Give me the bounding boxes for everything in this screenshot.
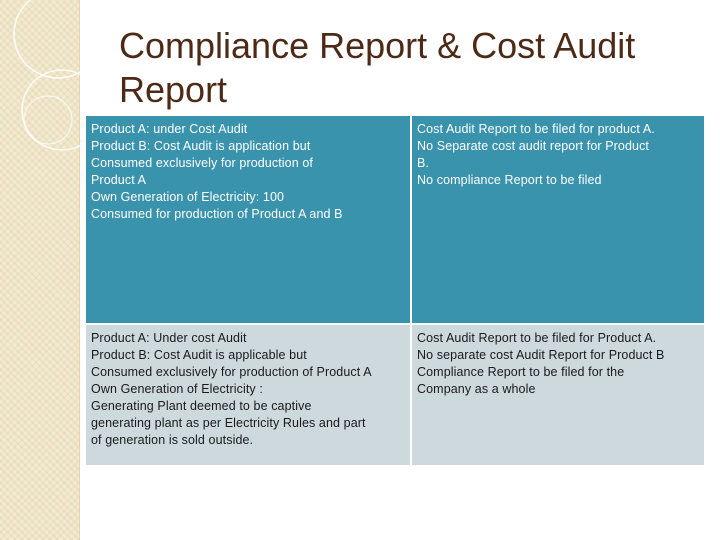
cell-line: No Separate cost audit report for Produc…: [417, 139, 649, 153]
cell-line: Cost Audit Report to be filed for Produc…: [417, 331, 657, 345]
cell-line: No compliance Report to be filed: [417, 173, 602, 187]
cell-line: Product B: Cost Audit is applicable but: [91, 348, 307, 362]
cell-line: Product A: [91, 173, 147, 187]
cell-line: Compliance Report to be filed for the: [417, 365, 625, 379]
decorative-side-band: [0, 0, 80, 540]
cell-line: Generating Plant deemed to be captive: [91, 399, 312, 413]
comparison-table: Product A: under Cost Audit Product B: C…: [84, 114, 706, 467]
table-row: Product A: under Cost Audit Product B: C…: [86, 116, 704, 323]
cell-line: Consumed for production of Product A and…: [91, 207, 343, 221]
cell-line: of generation is sold outside.: [91, 433, 254, 447]
slide-title: Compliance Report & Cost Audit Report: [119, 25, 636, 110]
cell-line: generating plant as per Electricity Rule…: [91, 416, 366, 430]
cell-line: Consumed exclusively for production of P…: [91, 365, 372, 379]
cell-line: Own Generation of Electricity :: [91, 382, 263, 396]
cell-line: Company as a whole: [417, 382, 536, 396]
table-cell-right: Cost Audit Report to be filed for produc…: [412, 116, 704, 323]
cell-line: Product A: under Cost Audit: [91, 122, 248, 136]
cell-line: Product B: Cost Audit is application but: [91, 139, 311, 153]
cell-line: Product A: Under cost Audit: [91, 331, 247, 345]
cell-line: Own Generation of Electricity: 100: [91, 190, 285, 204]
cell-line: No separate cost Audit Report for Produc…: [417, 348, 665, 362]
table-row: Product A: Under cost Audit Product B: C…: [86, 325, 704, 465]
cell-line: Consumed exclusively for production of: [91, 156, 313, 170]
table-cell-left: Product A: under Cost Audit Product B: C…: [86, 116, 410, 323]
table-cell-right: Cost Audit Report to be filed for Produc…: [412, 325, 704, 465]
table-cell-left: Product A: Under cost Audit Product B: C…: [86, 325, 410, 465]
cell-line: B.: [417, 156, 430, 170]
cell-line: Cost Audit Report to be filed for produc…: [417, 122, 655, 136]
